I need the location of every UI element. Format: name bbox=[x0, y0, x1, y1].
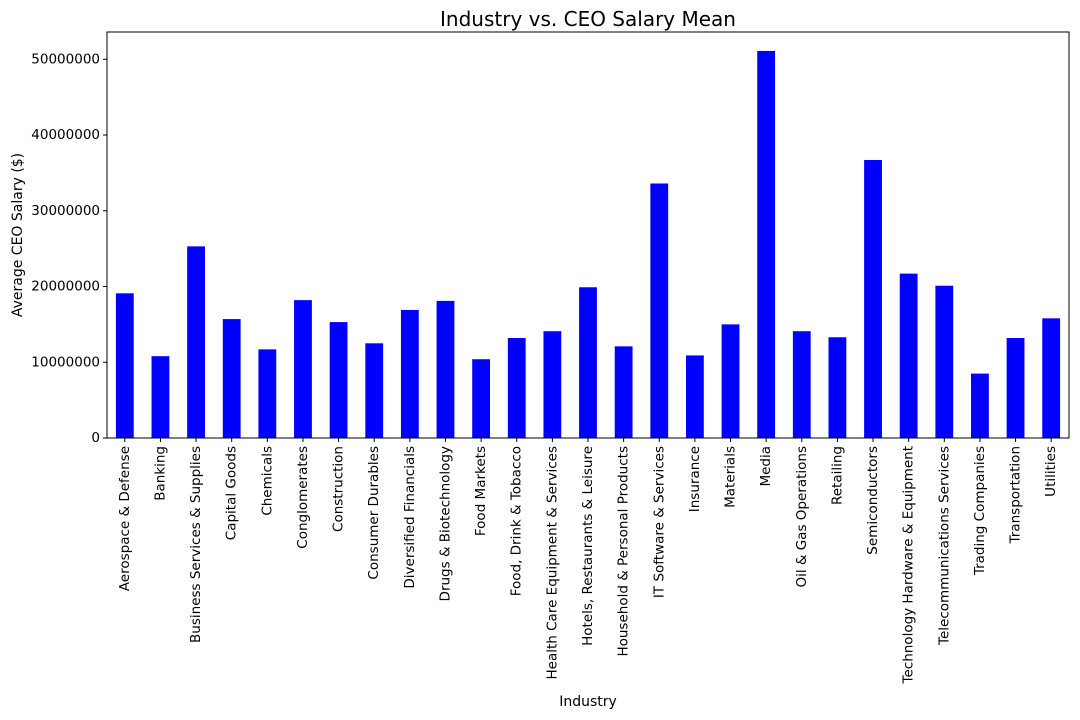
bar bbox=[151, 356, 170, 438]
x-tick-label: Semiconductors bbox=[865, 446, 881, 555]
x-tick-label: Health Care Equipment & Services bbox=[544, 446, 560, 680]
y-tick-label: 0 bbox=[91, 430, 100, 446]
bar bbox=[507, 338, 526, 438]
x-tick-label: Consumer Durables bbox=[366, 446, 382, 580]
y-tick-label: 20000000 bbox=[31, 279, 100, 295]
x-tick-label: Retailing bbox=[829, 446, 845, 505]
x-tick-label: Chemicals bbox=[259, 446, 275, 516]
bar bbox=[828, 337, 847, 438]
y-tick-label: 40000000 bbox=[31, 127, 100, 143]
x-tick-label: Food, Drink & Tobacco bbox=[509, 446, 525, 596]
x-axis-label: Industry bbox=[559, 694, 617, 710]
x-tick-label: IT Software & Services bbox=[651, 446, 667, 598]
y-tick-label: 50000000 bbox=[31, 51, 100, 67]
bar bbox=[329, 322, 348, 438]
x-tick-label: Capital Goods bbox=[224, 446, 240, 540]
chart-title: Industry vs. CEO Salary Mean bbox=[440, 7, 736, 31]
bar bbox=[222, 319, 241, 438]
plot-frame bbox=[106, 31, 1070, 439]
y-tick-label: 30000000 bbox=[31, 203, 100, 219]
x-tick-label: Materials bbox=[723, 446, 739, 508]
x-tick-label: Trading Companies bbox=[972, 446, 988, 576]
x-tick-label: Technology Hardware & Equipment bbox=[901, 446, 917, 684]
y-axis-label: Average CEO Salary ($) bbox=[10, 153, 26, 317]
x-tick-label: Diversified Financials bbox=[402, 446, 418, 589]
y-tick-label: 10000000 bbox=[31, 354, 100, 370]
x-tick-label: Insurance bbox=[687, 446, 703, 512]
bar bbox=[436, 300, 455, 438]
bar bbox=[294, 300, 312, 438]
x-tick-label: Aerospace & Defense bbox=[117, 446, 133, 591]
bar bbox=[365, 343, 384, 438]
bar bbox=[258, 349, 277, 438]
x-axis-ticks: Aerospace & Defense Banking Business Servi… bbox=[117, 438, 1059, 684]
x-tick-label: Construction bbox=[331, 446, 347, 532]
x-tick-label: Media bbox=[758, 446, 774, 487]
x-tick-label: Oil & Gas Operations bbox=[794, 446, 810, 588]
x-tick-label: Food Markets bbox=[473, 446, 489, 536]
x-tick-label: Drugs & Biotechnology bbox=[437, 446, 453, 601]
y-axis-ticks: 0 10000000 20000000 30000000 40000000 5000000… bbox=[31, 51, 107, 446]
bar bbox=[721, 324, 740, 438]
bar bbox=[472, 359, 491, 438]
x-tick-label: Telecommunications Services bbox=[936, 446, 952, 646]
x-tick-label: Hotels, Restaurants & Leisure bbox=[580, 446, 596, 646]
bar bbox=[543, 331, 562, 438]
x-tick-label: Utilities bbox=[1043, 446, 1059, 497]
bar bbox=[650, 183, 669, 438]
bar bbox=[935, 285, 954, 438]
bar bbox=[400, 309, 419, 438]
bar bbox=[1006, 338, 1025, 438]
x-tick-label: Conglomerates bbox=[295, 446, 311, 549]
x-tick-label: Transportation bbox=[1008, 446, 1024, 544]
bars-group bbox=[115, 50, 1061, 439]
x-tick-label: Banking bbox=[152, 446, 168, 501]
bar bbox=[115, 293, 134, 438]
x-tick-label: Household & Personal Products bbox=[616, 446, 632, 657]
bar bbox=[757, 50, 776, 439]
bar bbox=[792, 331, 811, 438]
bar bbox=[187, 246, 205, 438]
bar bbox=[685, 355, 704, 438]
bar bbox=[614, 346, 633, 438]
bar bbox=[579, 287, 597, 438]
x-tick-label: Business Services & Supplies bbox=[188, 446, 204, 643]
bar bbox=[971, 373, 989, 438]
bar bbox=[864, 160, 882, 438]
bar bbox=[899, 273, 918, 438]
bar bbox=[1042, 318, 1061, 438]
